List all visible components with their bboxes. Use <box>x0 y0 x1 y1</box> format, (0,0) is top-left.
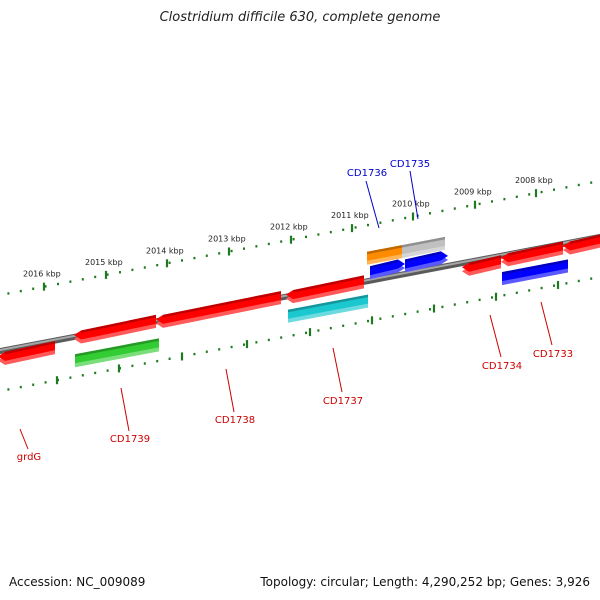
leader-line-cd1734 <box>489 314 502 358</box>
gene-label-cd1739[interactable]: CD1739 <box>110 434 150 445</box>
gene-feature-cd1735-gray[interactable] <box>402 236 445 259</box>
leader-line-cd1733 <box>540 301 553 346</box>
tick-label-2014: 2014 kbp <box>146 246 184 255</box>
gene-feature-cd1740[interactable] <box>74 314 156 344</box>
tick-label-2013: 2013 kbp <box>208 235 246 244</box>
gene-label-cd1733[interactable]: CD1733 <box>533 349 573 360</box>
gene-feature-cd1734[interactable] <box>462 255 501 276</box>
leader-line-cd1738 <box>225 368 235 413</box>
gene-label-cd1734[interactable]: CD1734 <box>482 361 522 372</box>
lower-dot-track <box>7 277 593 391</box>
tick-label-2016: 2016 kbp <box>23 270 61 279</box>
gene-feature-cd1736[interactable] <box>367 245 402 265</box>
tick-label-2012: 2012 kbp <box>270 223 308 232</box>
gene-label-cd1737[interactable]: CD1737 <box>323 396 363 407</box>
tick-label-2011: 2011 kbp <box>331 211 369 220</box>
tick-label-2015: 2015 kbp <box>85 258 123 267</box>
gene-feature-cd1733[interactable] <box>502 259 568 286</box>
tick-label-2010: 2010 kbp <box>392 200 430 209</box>
gene-feature-cd1736-blue[interactable] <box>370 259 405 280</box>
leader-line-cd1735 <box>409 170 419 220</box>
scale-ticks: 2008 kbp 2009 kbp 2010 kbp 2011 kbp 2012 kbp… <box>7 176 593 391</box>
gene-feature-cd1739[interactable] <box>75 338 159 368</box>
tick-label-2008: 2008 kbp <box>515 176 553 185</box>
gene-label-grdg[interactable]: grdG <box>17 452 41 463</box>
gene-feature-cd1737-red[interactable] <box>286 275 364 304</box>
leader-line-grdg <box>19 428 29 450</box>
gene-label-cd1738[interactable]: CD1738 <box>215 415 255 426</box>
gene-feature-cd1735[interactable] <box>405 251 448 273</box>
upper-dot-track <box>7 181 593 295</box>
gene-feature-grdG[interactable] <box>0 341 55 365</box>
gene-label-cd1736[interactable]: CD1736 <box>347 168 387 179</box>
tick-label-2009: 2009 kbp <box>454 188 492 197</box>
gene-label-cd1735[interactable]: CD1735 <box>390 159 430 170</box>
leader-line-cd1739 <box>120 387 130 432</box>
accession-text: Accession: NC_009089 <box>9 575 146 589</box>
gene-feature-cd1733-red[interactable] <box>501 241 563 267</box>
leader-line-cd1737 <box>332 347 343 393</box>
map-title: Clostridium difficile 630, complete geno… <box>159 10 441 25</box>
gene-feature-cd1737[interactable] <box>288 294 368 323</box>
gene-feature-cd1732[interactable] <box>563 234 600 255</box>
leader-line-cd1736 <box>365 180 380 229</box>
gene-feature-cd1738[interactable] <box>156 291 281 328</box>
genome-summary: Topology: circular; Length: 4,290,252 bp… <box>260 575 590 589</box>
gene-features <box>0 234 600 368</box>
